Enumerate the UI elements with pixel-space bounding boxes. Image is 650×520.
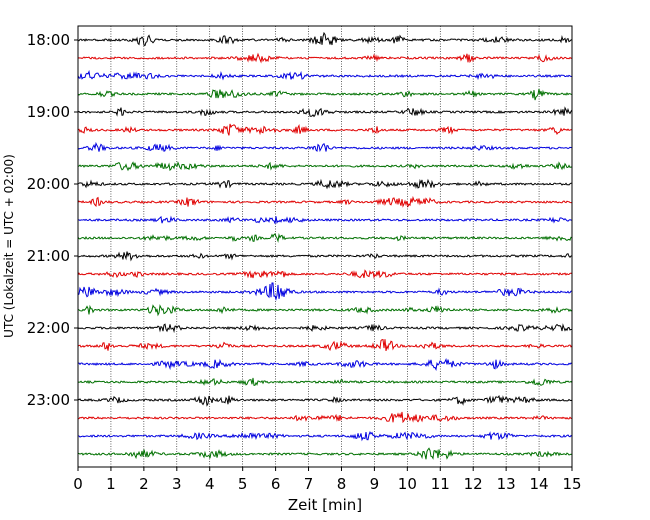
y-tick-label: 19:00 [27,103,70,121]
seismic-trace [77,282,573,301]
x-tick-label: 6 [271,475,281,493]
x-axis-label: Zeit [min] [288,496,362,514]
seismic-traces [77,31,573,460]
seismic-trace [77,411,573,424]
x-tick-label: 5 [238,475,248,493]
y-tick-label: 21:00 [27,247,70,265]
seismic-trace [77,88,573,101]
seismic-trace [77,447,573,460]
x-tick-label: 15 [562,475,581,493]
seismic-trace [77,251,573,262]
y-axis-ticks: 18:00 19:00 20:00 21:00 22:00 23:00 [27,31,78,409]
seismic-trace [77,233,573,243]
seismic-trace [77,141,573,153]
x-tick-label: 7 [304,475,314,493]
x-tick-label: 9 [370,475,380,493]
y-tick-label: 23:00 [27,391,70,409]
seismic-trace [77,31,573,46]
seismic-trace [77,304,573,317]
seismic-trace [77,358,573,372]
seismic-trace [77,338,573,352]
seismic-trace [77,178,573,190]
seismic-trace [77,195,573,208]
seismic-trace [77,106,573,118]
y-tick-label: 22:00 [27,319,70,337]
vertical-gridlines [110,26,540,467]
x-tick-label: 4 [205,475,215,493]
seismic-trace [77,215,573,225]
x-axis-ticks: 0 1 2 3 4 5 6 7 8 9 10 11 12 13 14 15 [73,467,582,493]
y-tick-label: 18:00 [27,31,70,49]
x-tick-label: 10 [398,475,417,493]
x-tick-label: 13 [497,475,516,493]
x-tick-label: 8 [337,475,347,493]
x-tick-label: 0 [73,475,83,493]
y-axis-label: UTC (Lokalzeit = UTC + 02:00) [2,154,16,338]
x-tick-label: 14 [530,475,549,493]
seismic-trace [77,430,573,442]
y-tick-label: 20:00 [27,175,70,193]
seismic-trace [77,395,573,407]
seismic-trace [77,269,573,279]
x-tick-label: 1 [106,475,116,493]
seismic-trace [77,161,573,172]
x-tick-label: 3 [172,475,182,493]
seismic-trace [77,69,573,81]
plot-frame [77,25,573,468]
seismic-trace [77,377,573,386]
x-tick-label: 11 [431,475,450,493]
x-tick-label: 2 [139,475,149,493]
seismic-trace [77,52,573,64]
seismic-trace [77,123,573,136]
x-tick-label: 12 [464,475,483,493]
seismic-trace [77,323,573,334]
